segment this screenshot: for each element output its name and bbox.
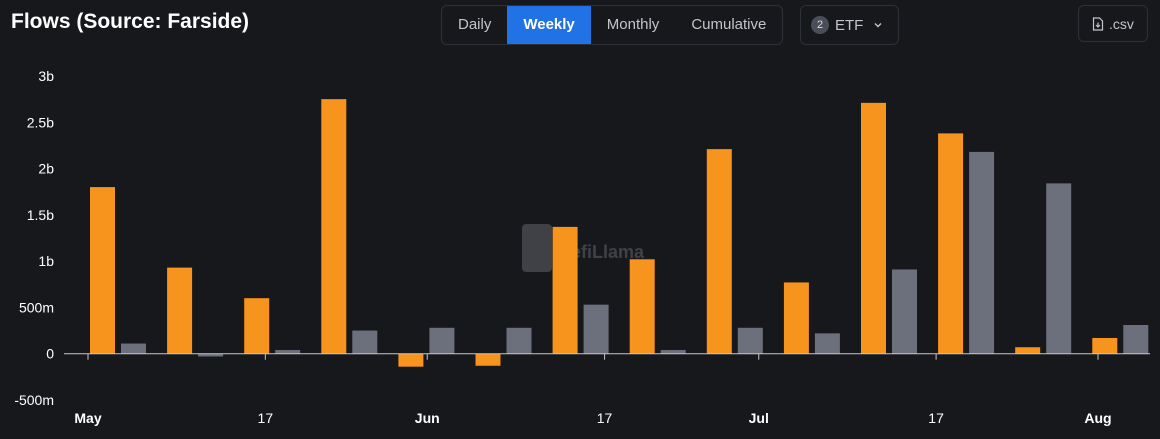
bar-series-1[interactable]	[167, 267, 193, 354]
bar-series-2[interactable]	[1123, 325, 1149, 354]
bar-series-2[interactable]	[660, 350, 686, 354]
bar-series-2[interactable]	[506, 327, 532, 354]
tab-daily[interactable]: Daily	[458, 16, 492, 33]
bar-series-2[interactable]	[892, 269, 917, 354]
bar-series-1[interactable]	[244, 298, 270, 354]
selection-count-badge: 2	[811, 16, 829, 34]
bar-series-2[interactable]	[429, 327, 455, 354]
llama-logo-icon	[522, 224, 552, 272]
bar-series-2[interactable]	[814, 333, 840, 354]
y-tick-label: 2.5b	[27, 114, 54, 130]
bar-series-1[interactable]	[861, 102, 886, 354]
bar-series-1[interactable]	[552, 226, 578, 354]
chart-title: Flows (Source: Farside)	[11, 10, 250, 33]
y-tick-label: 500m	[19, 299, 54, 315]
bar-series-1[interactable]	[398, 353, 424, 367]
x-tick-label: Jul	[749, 410, 769, 426]
bar-series-2[interactable]	[198, 353, 224, 357]
bar-series-2[interactable]	[969, 151, 995, 354]
bar-series-1[interactable]	[90, 187, 115, 354]
bar-series-2[interactable]	[121, 343, 146, 354]
tab-cumulative[interactable]: Cumulative	[691, 16, 767, 33]
y-tick-label: 1b	[38, 253, 54, 269]
chevron-down-icon	[873, 20, 883, 30]
tab-weekly[interactable]: Weekly	[507, 6, 591, 44]
tab-monthly[interactable]: Monthly	[606, 16, 660, 33]
csv-download-button[interactable]: .csv	[1078, 5, 1148, 42]
bar-series-2[interactable]	[1046, 183, 1072, 354]
y-tick-label: 3b	[38, 68, 54, 84]
bar-series-2[interactable]	[737, 327, 763, 354]
bar-series-1[interactable]	[321, 99, 347, 354]
bar-series-1[interactable]	[1092, 337, 1118, 354]
bar-series-1[interactable]	[1015, 347, 1041, 354]
x-tick-label: 17	[597, 410, 613, 426]
y-tick-label: -500m	[14, 392, 54, 408]
x-tick-label: 17	[258, 410, 274, 426]
y-tick-label: 1.5b	[27, 207, 54, 223]
etf-filter-label: ETF	[835, 16, 864, 34]
bar-series-1[interactable]	[706, 149, 732, 354]
x-tick-label: Aug	[1084, 410, 1111, 426]
x-tick-label: 17	[928, 410, 944, 426]
csv-label: .csv	[1109, 15, 1134, 32]
x-tick-label: May	[74, 410, 101, 426]
bar-series-1[interactable]	[938, 133, 964, 354]
watermark: DefiLlama	[522, 224, 645, 272]
bar-series-2[interactable]	[583, 304, 609, 354]
x-tick-label: Jun	[415, 410, 440, 426]
etf-filter-dropdown[interactable]: 2 ETF	[800, 5, 899, 45]
file-download-icon	[1092, 16, 1104, 31]
period-tabs: Daily Weekly Monthly Cumulative	[441, 5, 784, 45]
y-tick-label: 2b	[38, 161, 54, 177]
bar-series-1[interactable]	[475, 353, 501, 366]
watermark-text: DefiLlama	[558, 242, 645, 262]
bar-series-1[interactable]	[783, 282, 809, 354]
bar-series-1[interactable]	[629, 259, 655, 354]
bar-series-2[interactable]	[352, 330, 378, 354]
bar-series-2[interactable]	[275, 350, 301, 354]
y-tick-label: 0	[46, 346, 54, 362]
